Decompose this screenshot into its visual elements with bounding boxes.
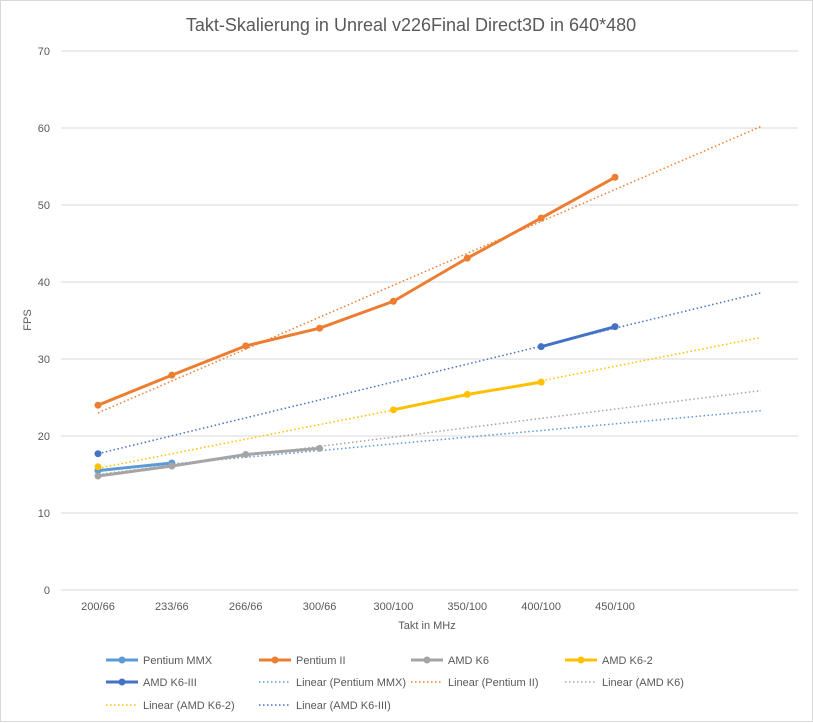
- data-point: [389, 297, 397, 305]
- x-tick-labels: 200/66 233/66 266/66 300/66 300/100 350/100 40…: [81, 601, 635, 613]
- x-tick-label: 300/100: [374, 601, 414, 613]
- legend-label: AMD K6: [448, 655, 489, 667]
- legend-label: AMD K6-2: [602, 655, 653, 667]
- legend-marker: [118, 678, 126, 686]
- legend-label: Linear (Pentium II): [448, 677, 538, 689]
- data-point: [94, 450, 102, 458]
- data-point: [316, 324, 324, 332]
- data-point: [611, 173, 619, 181]
- legend-marker: [118, 656, 126, 664]
- trendline: [97, 409, 762, 472]
- legend-label: Pentium MMX: [143, 655, 213, 667]
- trendline: [97, 389, 762, 476]
- trendline: [97, 292, 762, 455]
- chart-title: Takt-Skalierung in Unreal v226Final Dire…: [186, 15, 636, 35]
- y-tick-label: 0: [44, 585, 50, 597]
- x-tick-label: 266/66: [229, 601, 263, 613]
- series-line: [539, 325, 617, 349]
- x-tick-label: 450/100: [595, 601, 635, 613]
- data-point: [242, 450, 250, 458]
- data-point: [94, 401, 102, 409]
- data-point: [537, 378, 545, 386]
- x-tick-label: 233/66: [155, 601, 189, 613]
- data-point: [242, 342, 250, 350]
- y-tick-label: 10: [38, 508, 50, 520]
- series-line: [96, 461, 174, 473]
- x-tick-label: 200/66: [81, 601, 115, 613]
- legend-marker: [577, 656, 585, 664]
- series-line: [96, 446, 322, 478]
- legend: Pentium MMX Pentium II AMD K6 AMD K6-2 AMD K…: [106, 655, 684, 712]
- data-point: [316, 444, 324, 452]
- legend-label: Linear (AMD K6-III): [296, 700, 391, 712]
- x-tick-label: 350/100: [447, 601, 487, 613]
- trendline: [97, 125, 762, 414]
- legend-label: AMD K6-III: [143, 677, 197, 689]
- legend-label: Linear (AMD K6-2): [143, 700, 235, 712]
- gridlines: [61, 50, 798, 591]
- data-point: [463, 390, 471, 398]
- data-point: [94, 463, 102, 471]
- legend-label: Pentium II: [296, 655, 346, 667]
- data-point: [611, 323, 619, 331]
- data-point: [463, 254, 471, 262]
- data-series: [94, 173, 619, 480]
- trendlines: [97, 125, 762, 476]
- y-tick-label: 40: [38, 277, 50, 289]
- data-point: [537, 214, 545, 222]
- y-tick-label: 20: [38, 431, 50, 443]
- data-point: [389, 406, 397, 414]
- data-point: [94, 472, 102, 480]
- y-tick-label: 60: [38, 123, 50, 135]
- trendline: [97, 336, 762, 470]
- legend-label: Linear (AMD K6): [602, 677, 684, 689]
- data-point: [537, 343, 545, 351]
- x-tick-label: 300/66: [303, 601, 337, 613]
- legend-label: Linear (Pentium MMX): [296, 677, 406, 689]
- data-point: [168, 462, 176, 470]
- y-tick-label: 70: [38, 46, 50, 58]
- x-axis-title: Takt in MHz: [398, 620, 455, 632]
- y-tick-labels: 0 10 20 30 40 50 60 70: [38, 46, 50, 597]
- legend-marker: [271, 656, 279, 664]
- legend-marker: [423, 656, 431, 664]
- x-tick-label: 400/100: [521, 601, 561, 613]
- series-line: [96, 175, 617, 407]
- y-tick-label: 30: [38, 354, 50, 366]
- y-axis-title: FPS: [22, 309, 34, 330]
- data-point: [168, 371, 176, 379]
- y-tick-label: 50: [38, 200, 50, 212]
